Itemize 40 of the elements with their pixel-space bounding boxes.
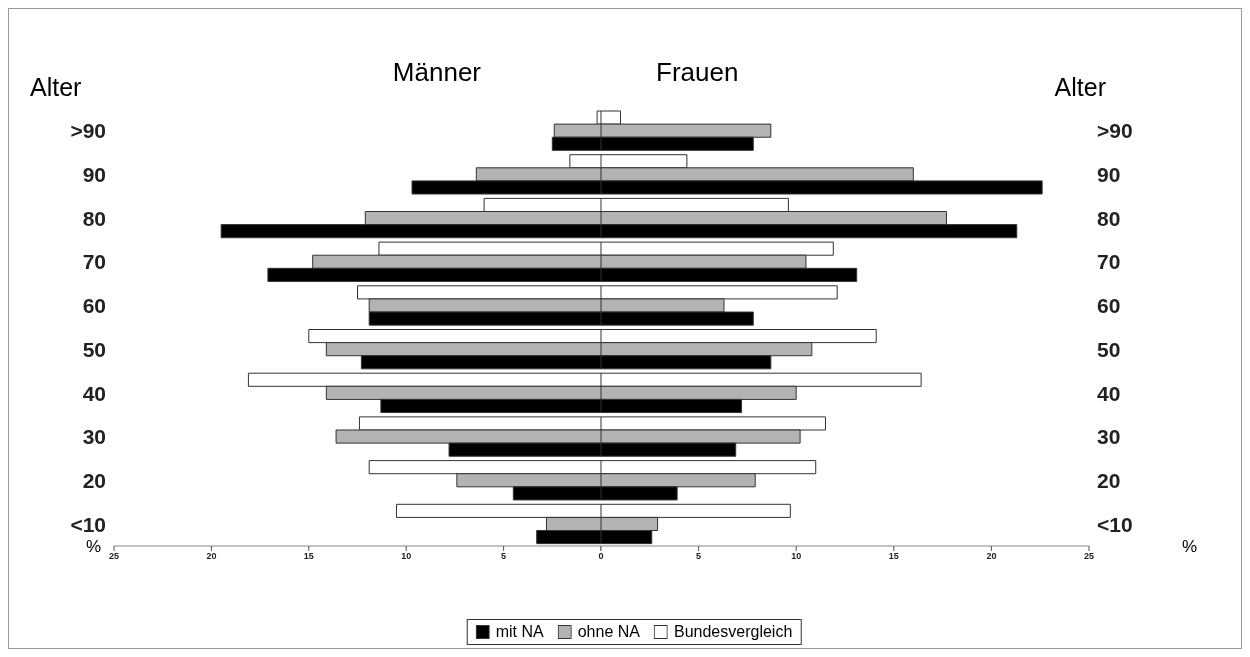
chart-title: Männer — [392, 57, 481, 88]
x-tick-label: 20 — [986, 551, 997, 562]
y-axis-title: Alter — [30, 73, 82, 102]
y-tick-label: >90 — [70, 119, 106, 143]
x-axis-title: % — [1181, 537, 1197, 557]
y-tick-label: 20 — [82, 468, 106, 492]
x-tick-label: 10 — [401, 551, 412, 562]
x-tick-label: 25 — [1083, 551, 1095, 562]
y-tick-label: >90 — [1097, 119, 1133, 143]
legend-label: Bundesvergleich — [673, 623, 793, 641]
y-tick-label: 80 — [82, 206, 106, 230]
x-tick-label: 15 — [888, 551, 899, 562]
y-tick-label: 80 — [1097, 206, 1121, 230]
y-tick-label: 60 — [82, 294, 106, 318]
chart-title: Frauen — [656, 57, 739, 88]
x-tick-label: 10 — [791, 551, 802, 562]
y-tick-label: 70 — [82, 250, 106, 274]
legend-label: mit NA — [495, 623, 544, 641]
y-tick-label: 40 — [1097, 381, 1121, 405]
x-axis-title: % — [86, 537, 102, 557]
y-tick-label: 40 — [82, 381, 106, 405]
y-tick-label: 50 — [1097, 337, 1121, 361]
x-tick-label: 0 — [598, 551, 604, 562]
y-tick-label: 30 — [1097, 425, 1121, 449]
y-axis-title: Alter — [1054, 73, 1106, 102]
y-tick-label: 60 — [1097, 294, 1121, 318]
x-tick-label: 20 — [206, 551, 217, 562]
x-tick-label: 25 — [108, 551, 120, 562]
y-tick-label: <10 — [70, 512, 106, 536]
y-tick-label: 20 — [1097, 468, 1121, 492]
y-tick-label: <10 — [1097, 512, 1133, 536]
legend-label: ohne NA — [577, 623, 640, 641]
y-tick-label: 30 — [82, 425, 106, 449]
x-tick-label: 5 — [501, 551, 507, 562]
y-tick-label: 90 — [1097, 163, 1121, 187]
y-tick-label: 90 — [82, 163, 106, 187]
y-tick-label: 50 — [82, 337, 106, 361]
x-tick-label: 5 — [696, 551, 702, 562]
y-tick-label: 70 — [1097, 250, 1121, 274]
x-tick-label: 15 — [303, 551, 314, 562]
